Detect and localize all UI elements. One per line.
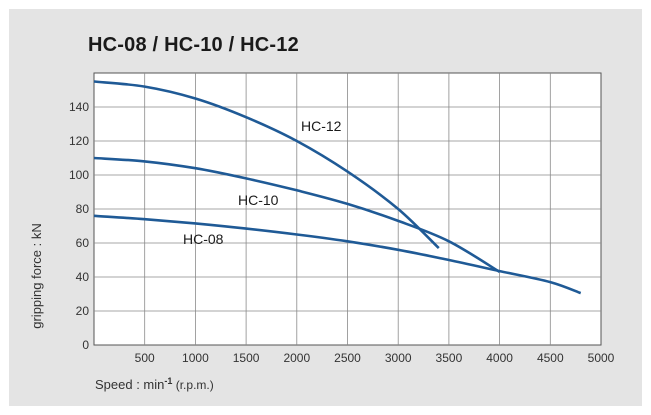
x-axis-label-main: Speed : min [95, 377, 164, 392]
series-label-hc-10: HC-10 [238, 192, 279, 208]
x-tick-label: 500 [135, 351, 155, 365]
series-line-hc-12 [93, 80, 440, 250]
x-tick-label: 2000 [283, 351, 310, 365]
y-tick-label: 140 [69, 100, 89, 114]
series-label-hc-08: HC-08 [183, 231, 224, 247]
tick-labels: 500 1000 1500 2000 2500 3000 3500 4000 4500 5000 0… [69, 100, 615, 365]
x-axis-label-suffix: (r.p.m.) [172, 378, 213, 392]
chart-title: HC-08 / HC-10 / HC-12 [88, 34, 299, 56]
x-axis-label-sup: -1 [164, 376, 172, 386]
y-tick-label: 60 [76, 236, 90, 250]
y-tick-label: 0 [82, 338, 89, 352]
series-line-hc-10 [93, 156, 501, 274]
x-tick-label: 1500 [233, 351, 260, 365]
x-tick-label: 2500 [334, 351, 361, 365]
y-tick-label: 20 [76, 304, 90, 318]
y-axis-label: gripping force : kN [29, 223, 44, 329]
y-tick-label: 100 [69, 168, 89, 182]
x-tick-label: 4500 [537, 351, 564, 365]
x-axis-label: Speed : min-1 (r.p.m.) [95, 376, 214, 392]
x-tick-label: 5000 [588, 351, 615, 365]
y-tick-label: 80 [76, 202, 90, 216]
x-tick-label: 3500 [436, 351, 463, 365]
series-label-hc-12: HC-12 [301, 118, 342, 134]
series-lines [93, 80, 582, 295]
grid [93, 72, 602, 346]
y-tick-label: 120 [69, 134, 89, 148]
y-tick-label: 40 [76, 270, 90, 284]
x-tick-label: 1000 [182, 351, 209, 365]
x-tick-label: 4000 [486, 351, 513, 365]
series-line-hc-08 [93, 214, 582, 295]
x-tick-label: 3000 [385, 351, 412, 365]
